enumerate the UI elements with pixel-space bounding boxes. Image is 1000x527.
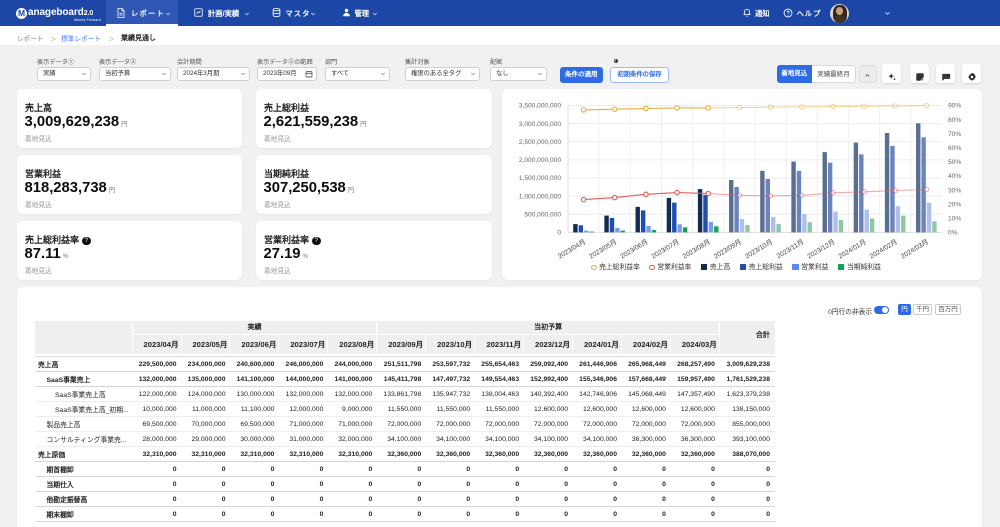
svg-text:500,000,000: 500,000,000 [524, 211, 561, 218]
svg-text:40%: 40% [948, 173, 961, 180]
svg-text:50%: 50% [948, 159, 961, 166]
svg-text:30%: 30% [948, 187, 961, 194]
svg-text:2023/04月: 2023/04月 [557, 238, 588, 261]
svg-text:2023/08月: 2023/08月 [681, 238, 712, 261]
svg-text:2023/12月: 2023/12月 [806, 238, 837, 261]
svg-text:2023/10月: 2023/10月 [744, 238, 775, 261]
svg-text:2024/03月: 2024/03月 [899, 238, 930, 261]
svg-text:70%: 70% [948, 131, 961, 138]
svg-text:2024/01月: 2024/01月 [837, 238, 868, 261]
svg-text:90%: 90% [948, 103, 961, 110]
svg-text:2023/05月: 2023/05月 [588, 238, 619, 261]
svg-text:2023/06月: 2023/06月 [619, 238, 650, 261]
svg-text:1,000,000,000: 1,000,000,000 [519, 193, 562, 200]
svg-text:2023/11月: 2023/11月 [775, 238, 805, 261]
svg-text:2023/07月: 2023/07月 [650, 238, 681, 261]
svg-text:2024/02月: 2024/02月 [868, 238, 899, 261]
svg-text:3,000,000,000: 3,000,000,000 [519, 121, 562, 128]
svg-text:0: 0 [557, 230, 561, 237]
svg-text:2,500,000,000: 2,500,000,000 [519, 139, 562, 146]
svg-text:1,500,000,000: 1,500,000,000 [519, 175, 562, 182]
svg-text:60%: 60% [948, 145, 961, 152]
svg-text:0%: 0% [948, 230, 958, 237]
svg-text:2,000,000,000: 2,000,000,000 [519, 157, 562, 164]
svg-text:2023/09月: 2023/09月 [712, 238, 743, 261]
svg-text:20%: 20% [948, 201, 961, 208]
svg-text:10%: 10% [948, 216, 961, 223]
svg-text:3,500,000,000: 3,500,000,000 [519, 103, 562, 110]
svg-text:80%: 80% [948, 117, 961, 124]
